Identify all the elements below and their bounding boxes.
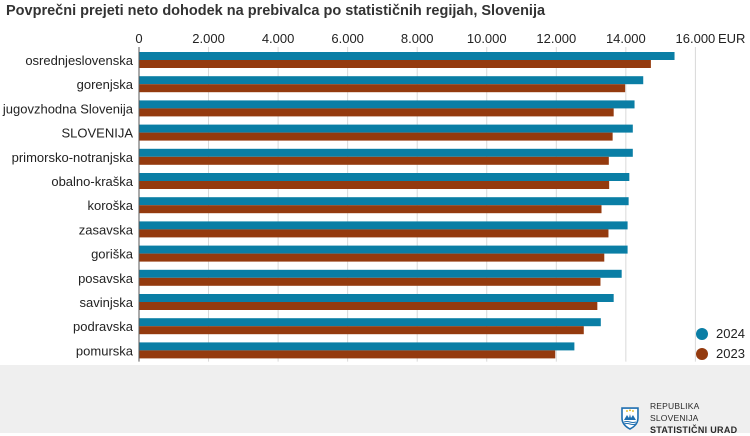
bar-2023 <box>139 108 614 117</box>
bar-2024 <box>139 52 675 60</box>
bar-2023 <box>139 253 605 262</box>
legend-item-2024: 2024 <box>696 326 745 341</box>
org-name-line1: REPUBLIKA SLOVENIJA <box>649 401 700 423</box>
x-tick-label: 6.000 <box>331 31 364 46</box>
category-label: SLOVENIJA <box>61 126 133 141</box>
category-label: gorenjska <box>77 77 134 92</box>
bar-2024 <box>139 148 633 157</box>
x-tick-label: 12.000 <box>536 31 576 46</box>
org-name-line2: STATISTIČNI URAD <box>649 425 738 435</box>
bar-2024 <box>139 173 630 181</box>
bar-2024 <box>139 221 628 230</box>
coat-of-arms-icon <box>621 407 639 430</box>
category-label: zasavska <box>79 222 134 237</box>
bar-2023 <box>139 132 613 141</box>
legend-marker-2023 <box>696 347 708 360</box>
legend-item-2023: 2023 <box>696 346 745 361</box>
category-label: posavska <box>78 271 134 286</box>
category-label: osrednjeslovenska <box>25 53 133 68</box>
category-label: jugovzhodna Slovenija <box>2 101 134 116</box>
bar-2024 <box>139 294 614 302</box>
x-tick-label: 0 <box>135 31 142 46</box>
x-tick-label: 2.000 <box>192 31 225 46</box>
bar-2024 <box>139 100 635 109</box>
bar-2023 <box>139 84 626 93</box>
x-tick-label: 16.000 <box>676 31 716 46</box>
bar-2023 <box>139 181 610 189</box>
bar-2024 <box>139 269 622 278</box>
surs-logo[interactable]: REPUBLIKA SLOVENIJA STATISTIČNI URAD <box>620 400 750 436</box>
x-tick-label: 10.000 <box>467 31 507 46</box>
bar-2023 <box>139 229 609 238</box>
category-label: primorsko-notranjska <box>12 150 134 165</box>
x-tick-label: 4.000 <box>262 31 295 46</box>
legend-label-2023: 2023 <box>716 346 745 361</box>
x-tick-label: 14.000 <box>606 31 646 46</box>
bar-chart: 0 2.000 4.000 6.000 8.000 10.000 12.000 14.000 1… <box>2 31 745 362</box>
category-label: koroška <box>87 198 133 213</box>
x-axis-unit: EUR <box>718 31 745 46</box>
category-label: savinjska <box>80 295 134 310</box>
bar-2023 <box>139 156 609 165</box>
bar-2024 <box>139 197 629 206</box>
bar-2023 <box>139 277 601 286</box>
bar-2024 <box>139 76 644 85</box>
bar-2023 <box>139 60 651 68</box>
bar-2024 <box>139 124 633 133</box>
bar-2023 <box>139 205 602 214</box>
category-label: pomurska <box>76 343 134 358</box>
bar-2024 <box>139 342 575 351</box>
legend-marker-2024 <box>696 327 708 340</box>
bar-2023 <box>139 326 584 335</box>
bar-2024 <box>139 318 601 327</box>
category-label: obalno-kraška <box>51 174 133 189</box>
bar-2024 <box>139 245 628 254</box>
bar-2023 <box>139 350 556 359</box>
category-label: podravska <box>73 319 134 334</box>
chart-title: Povprečni prejeti neto dohodek na prebiv… <box>6 3 546 19</box>
legend-label-2024: 2024 <box>716 326 745 341</box>
x-tick-label: 8.000 <box>401 31 434 46</box>
bar-2023 <box>139 302 598 310</box>
category-label: goriška <box>91 247 134 262</box>
